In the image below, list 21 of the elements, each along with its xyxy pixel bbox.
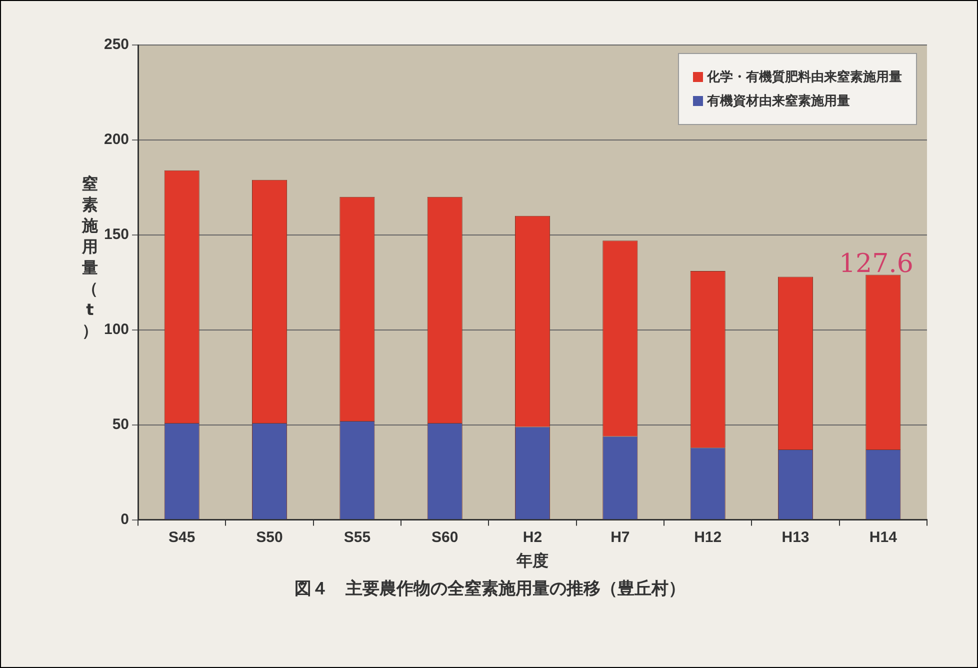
x-tick-label: H13 <box>782 528 810 546</box>
x-tick-label: S45 <box>168 528 196 546</box>
legend-label: 化学・有機質肥料由来窒素施用量 <box>707 68 902 86</box>
text: 図４ 主要農作物の全窒素施用量の推移（豊丘村） <box>294 578 686 600</box>
y-axis-title: 窒素施用量（t） <box>80 173 99 341</box>
y-tick-label: 250 <box>104 36 130 54</box>
x-axis-title: 年度 <box>516 550 549 570</box>
y-tick-label: 0 <box>120 510 130 528</box>
annotation: 127.6 <box>839 249 914 279</box>
y-tick-label: 100 <box>104 321 130 338</box>
legend-label: 有機資材由来窒素施用量 <box>707 92 850 110</box>
y-tick-label: 50 <box>112 416 130 433</box>
x-tick-label: S50 <box>256 528 283 546</box>
y-tick-label: 150 <box>104 226 130 244</box>
x-tick-label: S55 <box>344 528 371 546</box>
x-tick-label: H14 <box>869 528 898 546</box>
x-tick-label: H12 <box>694 528 722 546</box>
y-tick-label: 200 <box>104 131 130 148</box>
x-tick-label: H2 <box>522 528 542 546</box>
x-tick-label: S60 <box>432 528 458 546</box>
x-tick-label: H7 <box>610 528 630 546</box>
